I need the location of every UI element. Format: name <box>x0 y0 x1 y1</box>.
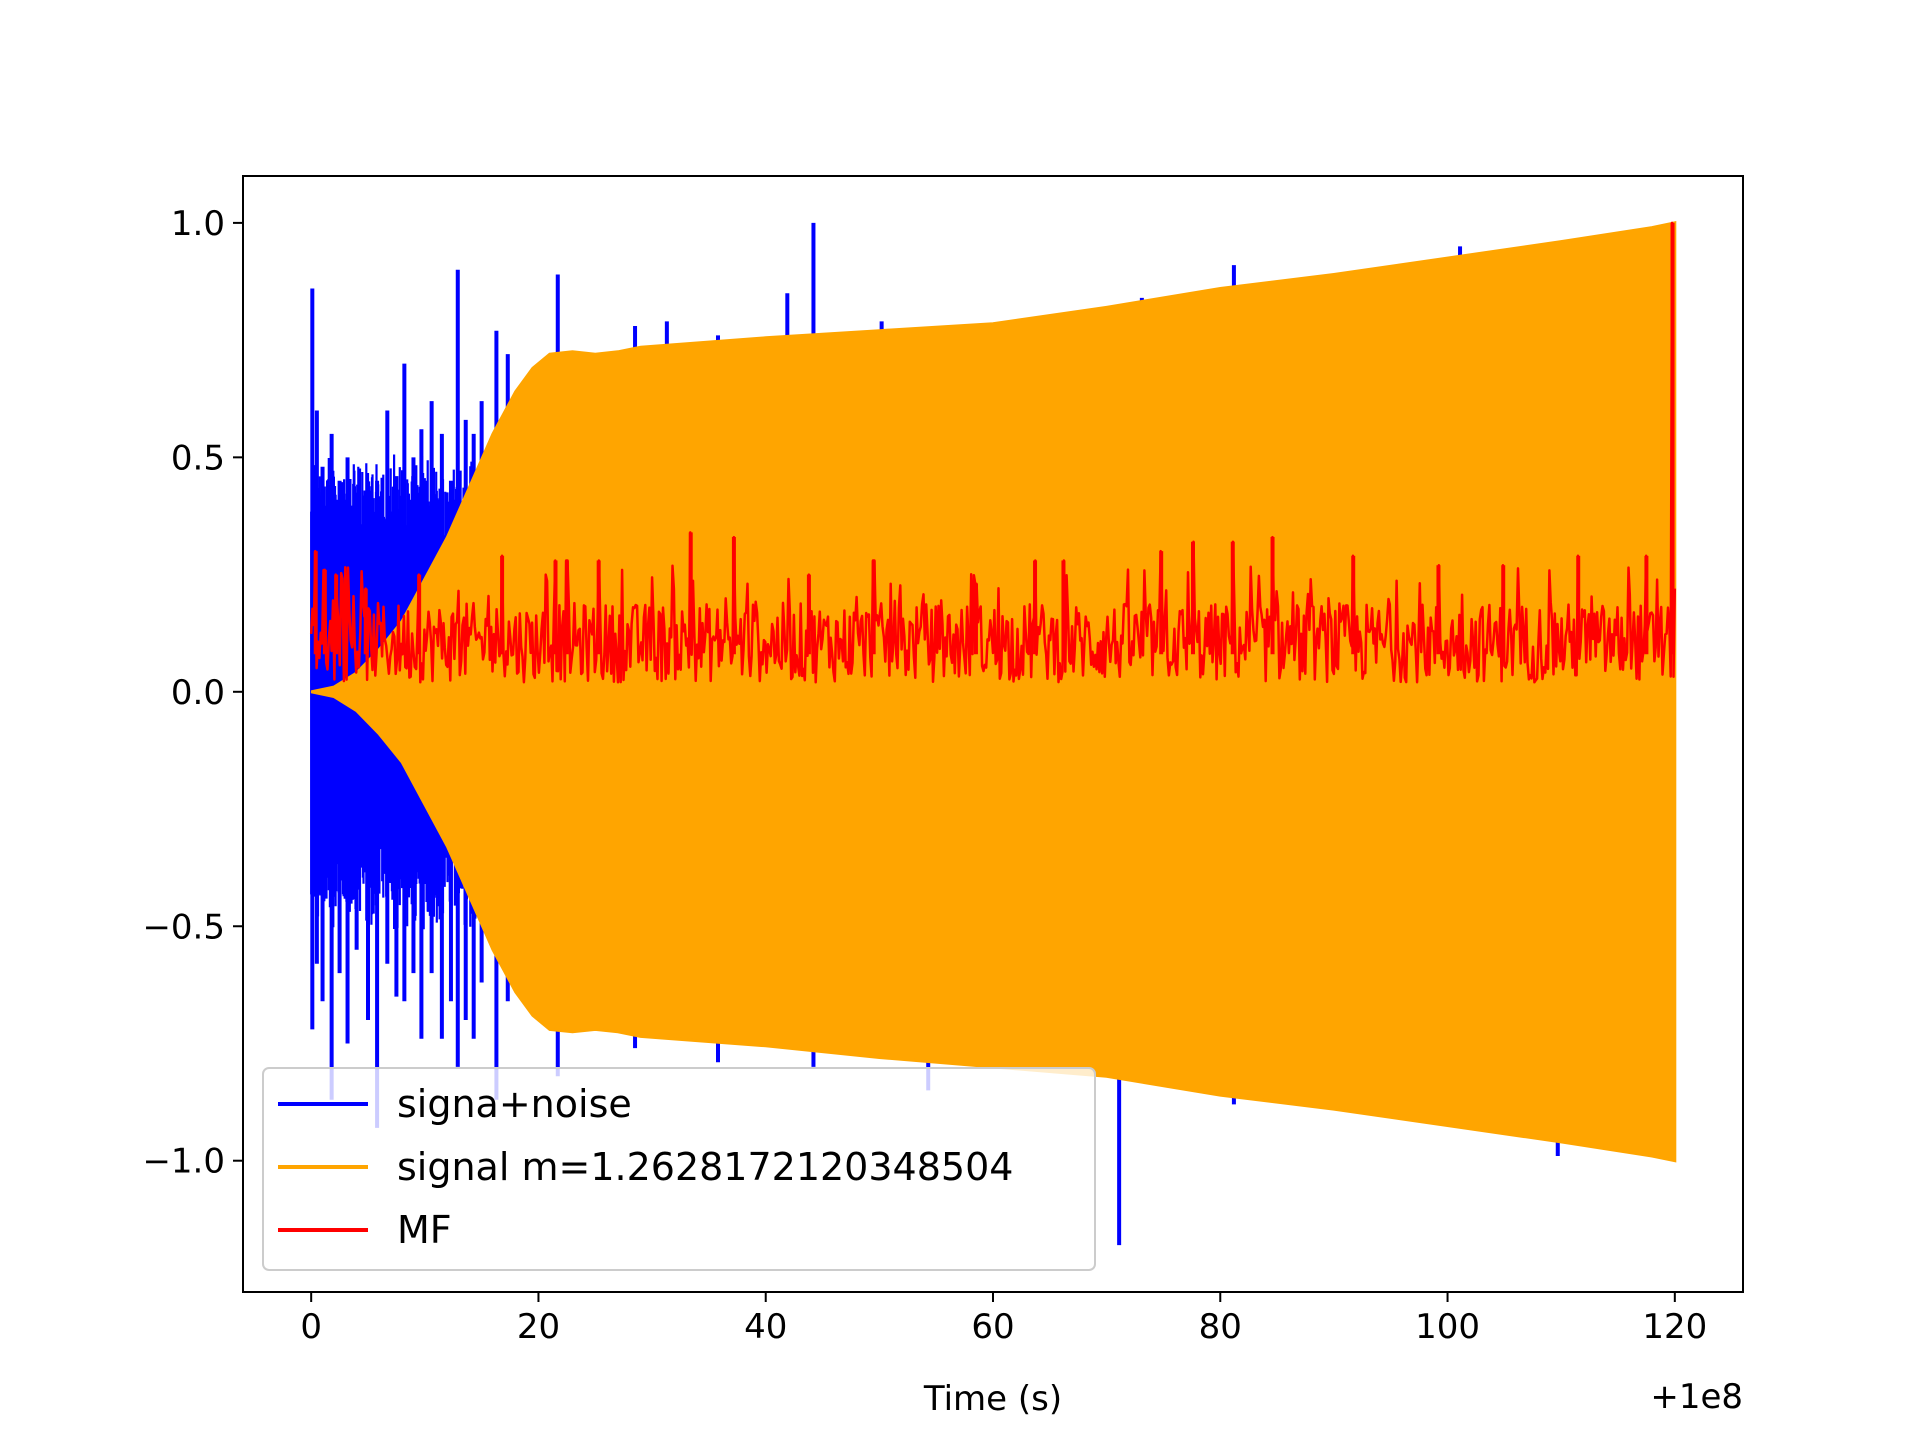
y-tick-label: 0.0 <box>171 673 225 713</box>
y-tick-label: −0.5 <box>142 907 225 947</box>
legend-frame <box>262 1067 1096 1271</box>
x-tick-label: 120 <box>1642 1307 1707 1347</box>
x-tick-label: 60 <box>971 1307 1014 1347</box>
series-signal <box>310 221 1677 1163</box>
x-axis-label: Time (s) <box>923 1379 1062 1419</box>
x-tick-label: 0 <box>300 1307 322 1347</box>
ticks-layer: 0 20 40 60 80 100 120 1.0 0.5 0.0 −0.5 −1.0 <box>142 204 1707 1347</box>
legend-label-signal-noise: signa+noise <box>397 1082 632 1126</box>
x-tick-label: 100 <box>1415 1307 1480 1347</box>
series-mf <box>309 221 1677 684</box>
y-tick-label: 0.5 <box>171 438 225 478</box>
y-tick-label: 1.0 <box>171 204 225 244</box>
x-tick-label: 40 <box>744 1307 787 1347</box>
x-tick-label: 80 <box>1199 1307 1242 1347</box>
y-tick-label: −1.0 <box>142 1142 225 1182</box>
series-layer <box>309 221 1677 1246</box>
signal-envelope <box>310 221 1677 1163</box>
mf-trace <box>309 221 1677 684</box>
legend-label-signal: signal m=1.2628172120348504 <box>397 1145 1013 1189</box>
x-tick-label: 20 <box>517 1307 560 1347</box>
legend-label-mf: MF <box>397 1208 452 1252</box>
x-axis-offset-label: +1e8 <box>1650 1377 1743 1417</box>
legend: signa+noise signal m=1.2628172120348504 … <box>262 1067 1096 1271</box>
